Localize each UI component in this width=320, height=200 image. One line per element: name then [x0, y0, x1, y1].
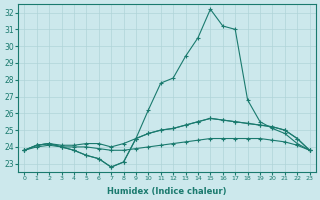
X-axis label: Humidex (Indice chaleur): Humidex (Indice chaleur)	[107, 187, 227, 196]
